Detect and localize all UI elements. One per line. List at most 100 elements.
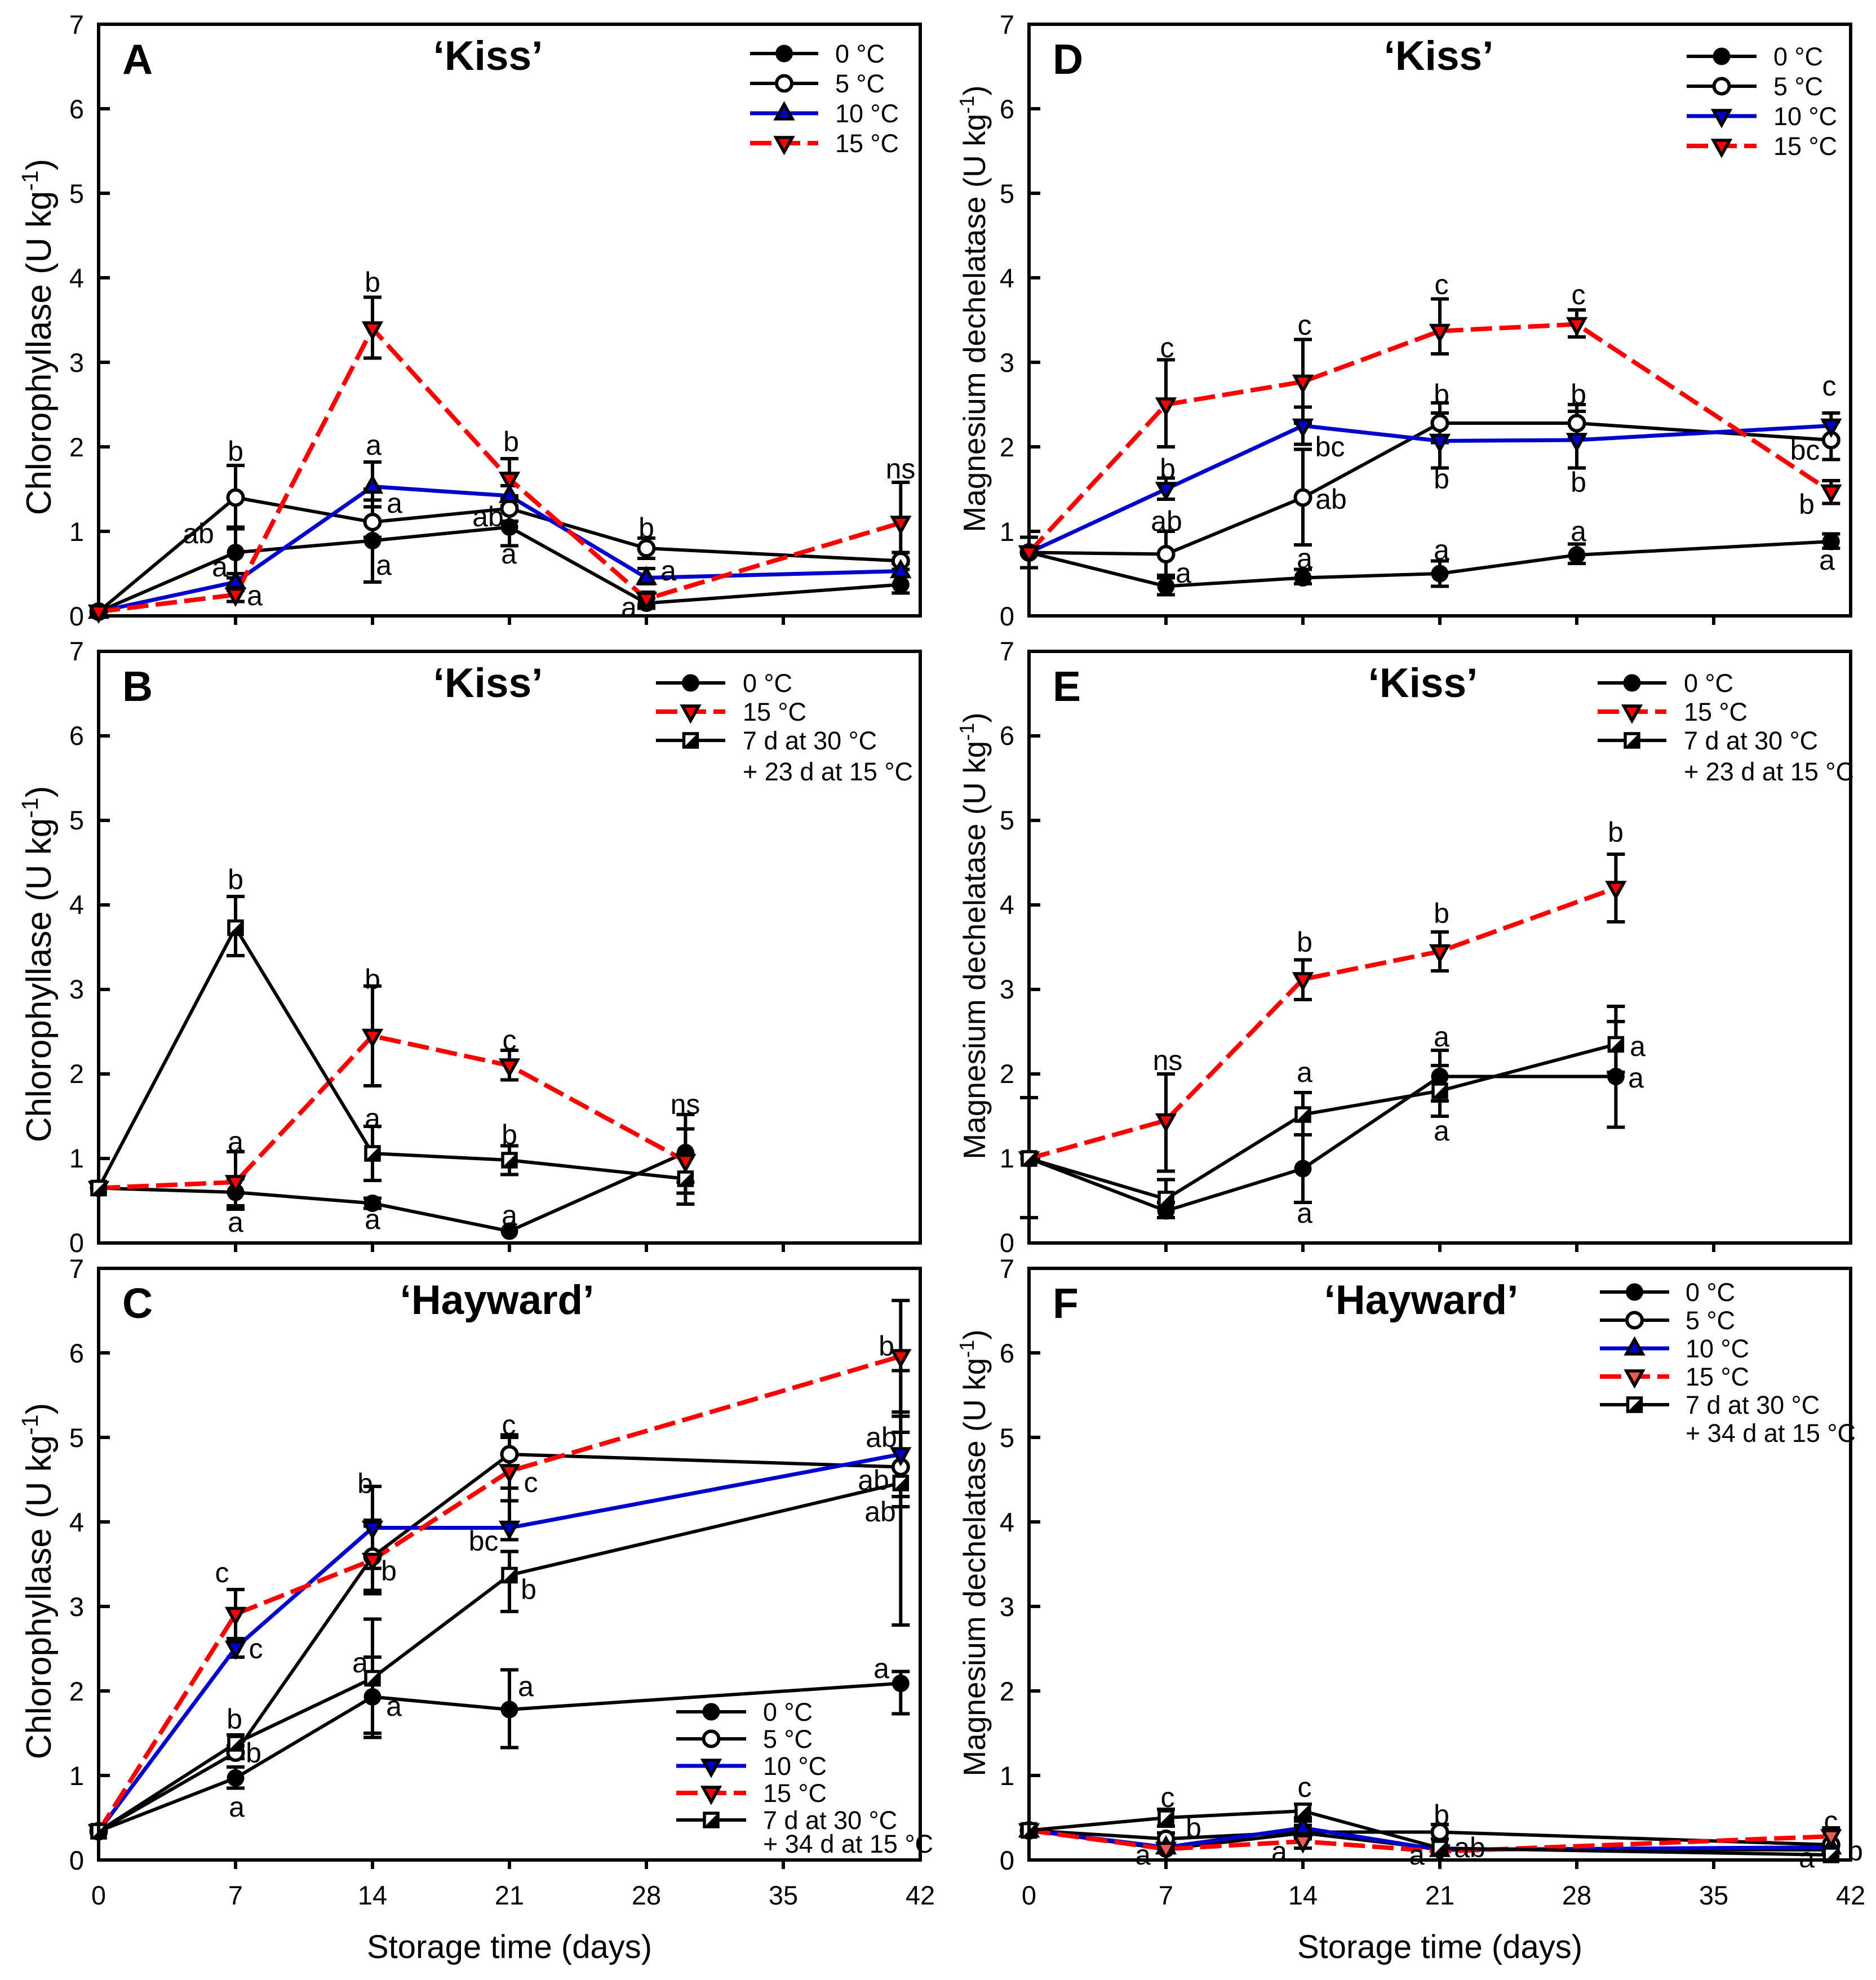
svg-text:0 °C: 0 °C bbox=[835, 39, 885, 68]
svg-text:b: b bbox=[503, 426, 519, 458]
svg-text:0 °C: 0 °C bbox=[743, 669, 792, 698]
svg-text:15 °C: 15 °C bbox=[743, 698, 806, 726]
svg-text:ab: ab bbox=[183, 518, 214, 549]
svg-text:c: c bbox=[215, 1557, 229, 1588]
svg-text:6: 6 bbox=[69, 94, 84, 124]
svg-text:Magnesium dechelatase (U kg-1): Magnesium dechelatase (U kg-1) bbox=[955, 712, 992, 1159]
svg-text:7: 7 bbox=[1000, 636, 1014, 666]
svg-text:b: b bbox=[879, 1330, 894, 1362]
svg-text:0 °C: 0 °C bbox=[1684, 669, 1733, 698]
svg-text:a: a bbox=[212, 551, 228, 583]
svg-text:7: 7 bbox=[69, 10, 84, 39]
svg-text:2: 2 bbox=[1000, 1676, 1014, 1706]
svg-text:a: a bbox=[247, 580, 263, 611]
svg-text:4: 4 bbox=[69, 890, 84, 920]
svg-text:bc: bc bbox=[1790, 434, 1820, 466]
svg-text:a: a bbox=[873, 1653, 889, 1684]
svg-text:a: a bbox=[1434, 1021, 1449, 1053]
svg-text:a: a bbox=[1297, 1197, 1312, 1229]
svg-text:4: 4 bbox=[1000, 1507, 1014, 1537]
svg-text:7: 7 bbox=[1000, 1254, 1014, 1284]
svg-text:ab: ab bbox=[1454, 1832, 1485, 1863]
svg-text:a: a bbox=[1571, 516, 1586, 547]
svg-text:3: 3 bbox=[69, 1592, 84, 1622]
svg-text:a: a bbox=[228, 1206, 243, 1238]
svg-text:b: b bbox=[1434, 1799, 1449, 1831]
svg-text:ab: ab bbox=[1315, 483, 1347, 515]
svg-text:Storage time (days): Storage time (days) bbox=[1297, 1929, 1582, 1965]
svg-text:2: 2 bbox=[69, 1676, 84, 1706]
svg-text:2: 2 bbox=[1000, 432, 1014, 462]
svg-text:F: F bbox=[1053, 1280, 1079, 1327]
svg-text:4: 4 bbox=[1000, 1507, 1014, 1537]
svg-text:6: 6 bbox=[1000, 1338, 1014, 1368]
svg-text:10 °C: 10 °C bbox=[835, 99, 899, 128]
svg-text:‘Kiss’: ‘Kiss’ bbox=[1384, 33, 1494, 79]
svg-text:1: 1 bbox=[69, 1761, 84, 1791]
svg-text:1: 1 bbox=[1000, 1761, 1014, 1791]
svg-text:42: 42 bbox=[1836, 1880, 1865, 1910]
svg-text:7 d at 30 °C: 7 d at 30 °C bbox=[1684, 726, 1818, 755]
svg-text:2: 2 bbox=[69, 432, 84, 462]
svg-text:ab: ab bbox=[472, 501, 504, 532]
svg-text:a: a bbox=[518, 1671, 534, 1702]
svg-text:b: b bbox=[502, 1119, 517, 1151]
svg-text:b: b bbox=[1434, 379, 1449, 410]
svg-text:b: b bbox=[638, 512, 654, 544]
svg-text:a: a bbox=[1630, 1031, 1646, 1062]
svg-text:0: 0 bbox=[69, 1228, 84, 1258]
svg-text:15 °C: 15 °C bbox=[1773, 132, 1837, 161]
svg-text:A: A bbox=[122, 35, 153, 83]
svg-text:b: b bbox=[1571, 379, 1586, 410]
svg-text:a: a bbox=[1297, 543, 1312, 574]
svg-text:7: 7 bbox=[69, 1254, 84, 1284]
svg-text:Magnesium dechelatase (U kg-1): Magnesium dechelatase (U kg-1) bbox=[955, 85, 992, 532]
svg-text:a: a bbox=[365, 1204, 380, 1235]
svg-text:6: 6 bbox=[1000, 1338, 1014, 1368]
svg-text:28: 28 bbox=[1562, 1880, 1591, 1910]
svg-text:b: b bbox=[1434, 463, 1449, 495]
svg-text:3: 3 bbox=[69, 974, 84, 1004]
svg-text:7 d at 30 °C: 7 d at 30 °C bbox=[1686, 1391, 1820, 1419]
svg-text:Chlorophyllase (U kg-1): Chlorophyllase (U kg-1) bbox=[17, 786, 59, 1143]
svg-text:0 °C: 0 °C bbox=[763, 1698, 813, 1726]
svg-text:0: 0 bbox=[91, 1880, 106, 1910]
svg-text:5: 5 bbox=[69, 1423, 84, 1453]
svg-text:14: 14 bbox=[358, 1880, 387, 1910]
svg-text:Chlorophyllase (U kg-1): Chlorophyllase (U kg-1) bbox=[17, 1403, 59, 1760]
svg-text:a: a bbox=[1297, 1056, 1312, 1088]
svg-text:C: C bbox=[122, 1280, 153, 1327]
svg-text:7: 7 bbox=[1000, 1254, 1014, 1284]
svg-text:+ 34 d at 15 °C: + 34 d at 15 °C bbox=[1686, 1419, 1856, 1448]
svg-text:4: 4 bbox=[1000, 890, 1014, 920]
svg-text:1: 1 bbox=[69, 1761, 84, 1791]
svg-text:0: 0 bbox=[1000, 601, 1014, 631]
svg-text:a: a bbox=[229, 1791, 245, 1823]
svg-text:a: a bbox=[376, 549, 392, 581]
svg-text:5: 5 bbox=[1000, 1423, 1014, 1453]
svg-text:a: a bbox=[1409, 1839, 1425, 1871]
svg-text:35: 35 bbox=[1699, 1880, 1728, 1910]
svg-text:21: 21 bbox=[495, 1880, 524, 1910]
svg-text:b: b bbox=[246, 1737, 261, 1769]
svg-text:0: 0 bbox=[1022, 1880, 1036, 1910]
svg-text:ab: ab bbox=[864, 1496, 896, 1528]
svg-text:5: 5 bbox=[1000, 179, 1014, 208]
svg-text:b: b bbox=[357, 1468, 373, 1499]
svg-text:a: a bbox=[228, 1126, 243, 1157]
svg-text:3: 3 bbox=[1000, 1592, 1014, 1622]
svg-text:a: a bbox=[1135, 1839, 1151, 1871]
svg-text:2: 2 bbox=[69, 1676, 84, 1706]
svg-text:ns: ns bbox=[886, 453, 916, 485]
svg-text:6: 6 bbox=[1000, 721, 1014, 751]
svg-text:b: b bbox=[1186, 1812, 1201, 1844]
svg-text:a: a bbox=[1434, 1115, 1449, 1147]
svg-text:6: 6 bbox=[69, 1338, 84, 1368]
svg-text:c: c bbox=[1824, 1805, 1838, 1837]
svg-text:0: 0 bbox=[69, 1845, 84, 1875]
svg-text:5 °C: 5 °C bbox=[1773, 72, 1823, 101]
svg-text:‘Kiss’: ‘Kiss’ bbox=[433, 33, 543, 79]
svg-text:+ 23 d at 15 °C: + 23 d at 15 °C bbox=[1684, 757, 1854, 786]
svg-text:1: 1 bbox=[69, 517, 84, 547]
svg-text:5: 5 bbox=[69, 1423, 84, 1453]
